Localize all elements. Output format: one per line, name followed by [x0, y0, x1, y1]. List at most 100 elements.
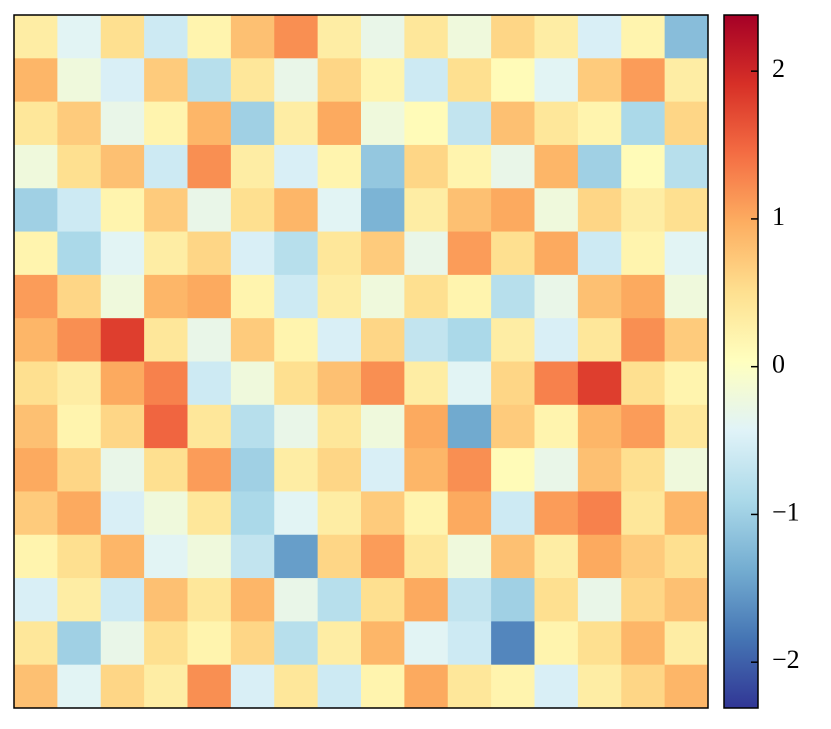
heatmap-cell: [577, 101, 622, 146]
heatmap-cell: [664, 58, 709, 103]
heatmap-cell: [187, 448, 232, 492]
heatmap-cell: [447, 404, 492, 449]
heatmap-cell: [491, 231, 535, 276]
heatmap-cell: [361, 534, 405, 579]
heatmap-cell: [274, 448, 319, 492]
heatmap-cell: [100, 621, 145, 666]
heatmap-cell: [230, 404, 275, 449]
heatmap-cell: [361, 188, 405, 233]
heatmap-cell: [621, 578, 666, 622]
heatmap-cell: [100, 404, 145, 449]
heatmap-cell: [144, 621, 188, 666]
heatmap-cell: [14, 231, 58, 276]
heatmap-cell: [274, 621, 319, 666]
heatmap-cell: [274, 534, 319, 579]
heatmap-cell: [361, 101, 405, 146]
heatmap-cell: [187, 621, 232, 666]
heatmap-cell: [317, 58, 362, 103]
heatmap-cell: [14, 318, 58, 362]
heatmap-cell: [144, 58, 188, 103]
heatmap-cell: [534, 15, 579, 59]
heatmap-cell: [361, 144, 405, 189]
heatmap-cell: [621, 101, 666, 146]
heatmap-cell: [317, 231, 362, 276]
heatmap-cell: [317, 534, 362, 579]
heatmap-cell: [621, 231, 666, 276]
heatmap-cell: [57, 188, 102, 233]
heatmap-cell: [404, 534, 449, 579]
heatmap-cell: [621, 144, 666, 189]
heatmap-cell: [57, 318, 102, 362]
heatmap-cell: [447, 578, 492, 622]
heatmap-cell: [491, 101, 535, 146]
heatmap-cell: [491, 361, 535, 406]
heatmap-cell: [274, 101, 319, 146]
heatmap-cell: [187, 361, 232, 406]
heatmap-cell: [361, 491, 405, 536]
heatmap-cell: [230, 15, 275, 59]
heatmap-cell: [317, 361, 362, 406]
heatmap-cell: [621, 534, 666, 579]
heatmap-cell: [274, 15, 319, 59]
heatmap-cell: [361, 448, 405, 492]
heatmap-cell: [534, 144, 579, 189]
heatmap-cell: [187, 491, 232, 536]
heatmap-cell: [577, 578, 622, 622]
colorbar-tick-label: 1: [772, 202, 785, 231]
heatmap-cell: [144, 274, 188, 319]
heatmap-cell: [621, 15, 666, 59]
heatmap-cell: [664, 491, 709, 536]
heatmap-cell: [274, 491, 319, 536]
heatmap-cell: [404, 58, 449, 103]
heatmap-cell: [447, 621, 492, 666]
heatmap-cell: [230, 621, 275, 666]
heatmap-cell: [100, 491, 145, 536]
heatmap-cell: [491, 15, 535, 59]
heatmap-cell: [14, 621, 58, 666]
heatmap-cell: [577, 144, 622, 189]
heatmap-cell: [534, 101, 579, 146]
heatmap-cell: [144, 491, 188, 536]
heatmap-cell: [534, 491, 579, 536]
heatmap-cell: [621, 491, 666, 536]
heatmap-cell: [57, 578, 102, 622]
heatmap-cell: [534, 58, 579, 103]
heatmap-cell: [491, 58, 535, 103]
heatmap-cell: [404, 664, 449, 709]
heatmap-cell: [57, 448, 102, 492]
heatmap-cell: [187, 404, 232, 449]
heatmap-cell: [144, 188, 188, 233]
heatmap-cell: [491, 621, 535, 666]
heatmap-cell: [57, 361, 102, 406]
heatmap-cell: [274, 578, 319, 622]
heatmap-cell: [100, 58, 145, 103]
heatmap-cell: [361, 15, 405, 59]
heatmap-cell: [144, 361, 188, 406]
heatmap-cell: [274, 664, 319, 709]
heatmap-cell: [187, 231, 232, 276]
heatmap-cell: [57, 621, 102, 666]
heatmap-cell: [534, 664, 579, 709]
heatmap-cell: [361, 621, 405, 666]
heatmap-cell: [144, 15, 188, 59]
heatmap-cell: [317, 15, 362, 59]
heatmap-cell: [577, 231, 622, 276]
heatmap-cell: [621, 318, 666, 362]
heatmap-cell: [14, 578, 58, 622]
heatmap-cell: [144, 664, 188, 709]
heatmap-cell: [664, 664, 709, 709]
heatmap-cell: [230, 58, 275, 103]
heatmap-cell: [57, 231, 102, 276]
heatmap-cell: [274, 361, 319, 406]
heatmap-cell: [621, 274, 666, 319]
heatmap-cell: [187, 188, 232, 233]
heatmap-cell: [577, 664, 622, 709]
heatmap-cell: [100, 101, 145, 146]
heatmap-cell: [447, 58, 492, 103]
heatmap-cell: [577, 404, 622, 449]
heatmap-cell: [100, 534, 145, 579]
heatmap-cell: [14, 58, 58, 103]
heatmap-cell: [664, 621, 709, 666]
heatmap-cell: [187, 578, 232, 622]
heatmap-cell: [274, 58, 319, 103]
